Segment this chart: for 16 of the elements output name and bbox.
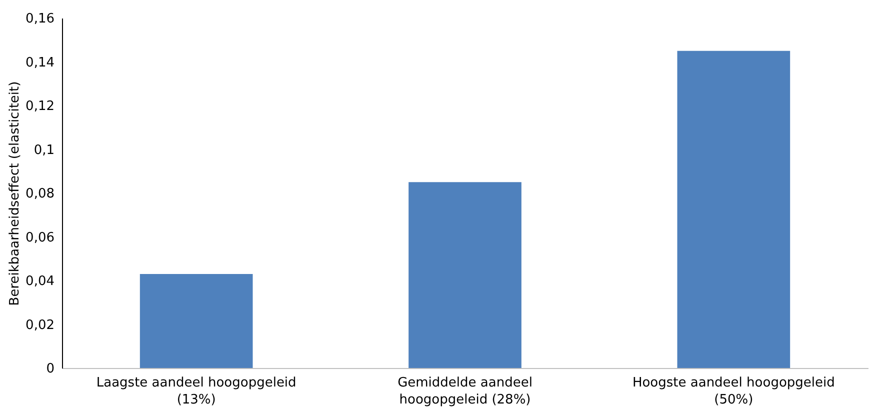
y-tick-label: 0,14 [26, 55, 54, 70]
bar [408, 182, 522, 368]
y-tick-label: 0 [46, 362, 54, 376]
y-tick-label: 0,12 [26, 99, 54, 114]
bar [140, 274, 253, 368]
y-tick-label: 0,02 [26, 318, 54, 333]
y-tick-label: 0,1 [34, 142, 54, 158]
y-tick-label: 0,08 [26, 186, 54, 202]
x-tick-label: Hoogste aandeel hoogopgeleid (50%) [632, 376, 835, 408]
y-tick-label: 0,06 [26, 230, 54, 246]
x-tick-label: Laagste aandeel hoogopgeleid (13%) [96, 376, 296, 408]
y-axis-title: Bereikbaarheidseffect (elasticiteit) [8, 81, 23, 306]
y-tick-label: 0,16 [26, 12, 54, 26]
x-tick-label: Gemiddelde aandeel hoogopgeleid (28%) [398, 376, 532, 408]
y-tick-label: 0,04 [26, 274, 54, 289]
bar [677, 50, 790, 368]
